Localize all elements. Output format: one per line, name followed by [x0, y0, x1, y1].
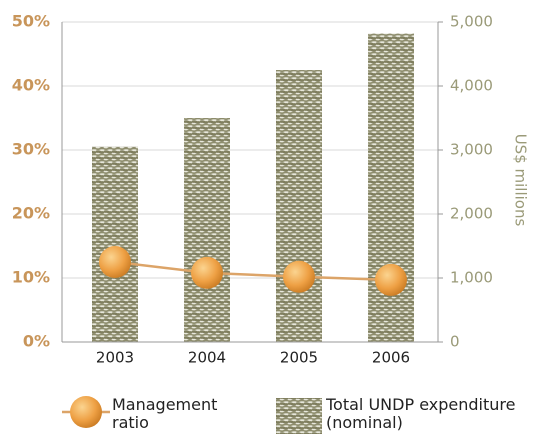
legend-label: Total UNDP expenditure (nominal) [326, 396, 516, 432]
x-tick-label: 2005 [280, 349, 318, 367]
y2-tick-label: 1,000 [450, 269, 493, 287]
y-tick-label: 40% [12, 76, 50, 95]
x-tick-label: 2006 [372, 349, 410, 367]
y-tick-label: 50% [12, 12, 50, 31]
y2-tick-label: 5,000 [450, 13, 493, 31]
y2-tick-label: 0 [450, 333, 460, 351]
point [191, 256, 223, 289]
line [114, 260, 392, 282]
x-tick-label: 2003 [96, 349, 134, 367]
y-tick-label: 0% [23, 332, 50, 351]
bar [276, 70, 322, 342]
y2-tick-label: 3,000 [450, 141, 493, 159]
y-tick-label: 10% [12, 268, 50, 287]
legend-text: Total UNDP expenditure (nominal) [326, 396, 516, 432]
y2-tick-label: 4,000 [450, 77, 493, 95]
y-tick-label: 30% [12, 140, 50, 159]
point [283, 260, 315, 293]
legend-label: Management ratio [112, 396, 218, 432]
y2-tick-label: 2,000 [450, 205, 493, 223]
y-tick-label: 20% [12, 204, 50, 223]
legend-swatch-point [70, 396, 102, 428]
y2-axis-title: US$ millions [512, 134, 530, 227]
x-tick-label: 2004 [188, 349, 226, 367]
legend-text: Management ratio [112, 396, 218, 432]
bar [184, 118, 230, 342]
legend-swatch-bar [276, 398, 322, 434]
bar [92, 146, 138, 342]
point [375, 263, 407, 296]
point [99, 246, 131, 278]
